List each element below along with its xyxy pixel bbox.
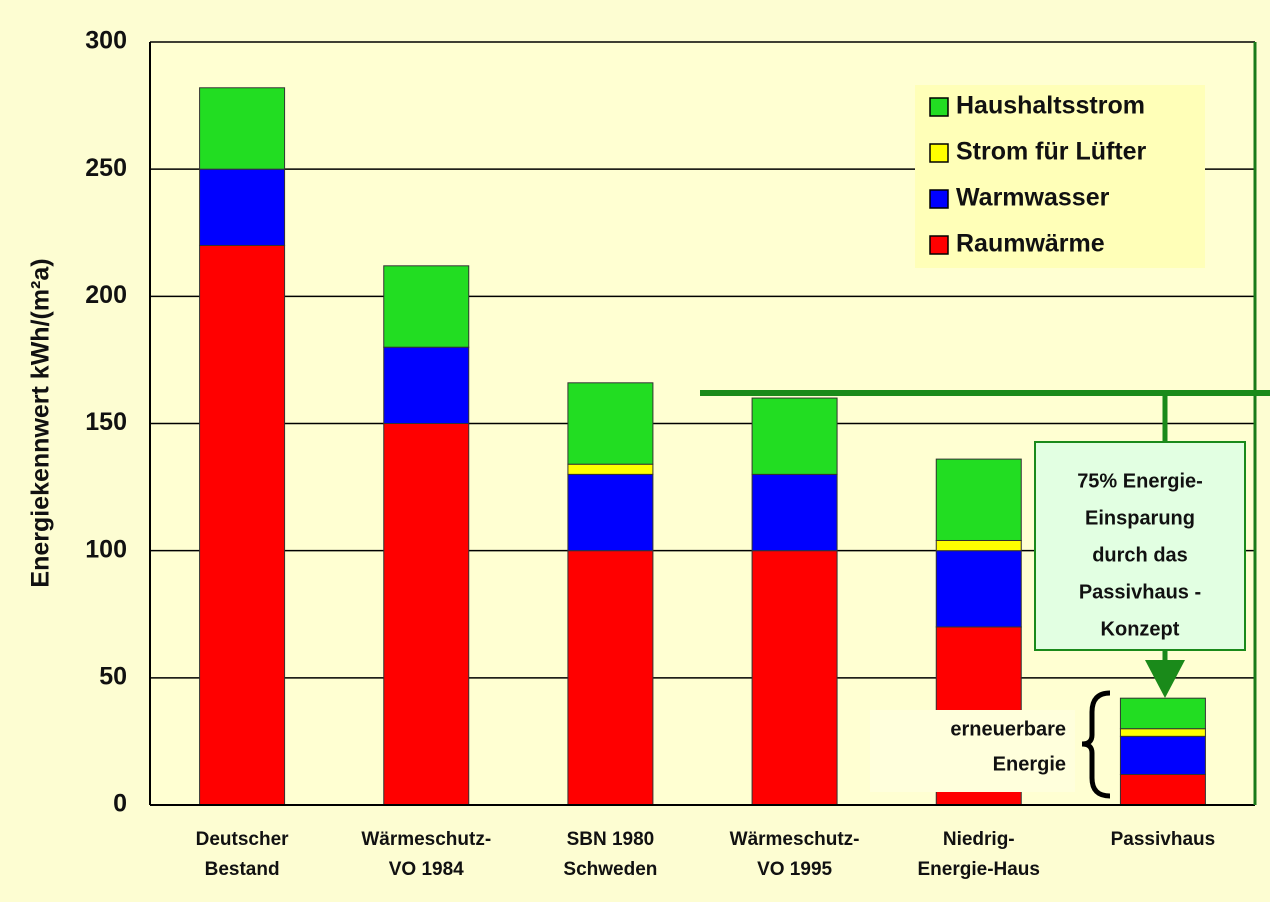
annotation: erneuerbare	[950, 718, 1066, 740]
bar-segment	[199, 168, 286, 246]
arrow-head	[1145, 660, 1185, 698]
x-tick-label: Bestand	[205, 859, 280, 880]
bar-segment	[935, 550, 1022, 628]
x-tick-label: Passivhaus	[1111, 829, 1216, 850]
x-tick-label: Deutscher	[196, 829, 290, 850]
bar-segment	[567, 382, 654, 465]
bar-segment	[751, 473, 838, 552]
bar-segment	[567, 473, 654, 552]
legend-label: Raumwärme	[956, 230, 1105, 258]
bar-segment	[1119, 728, 1206, 737]
x-tick-label: Niedrig-	[943, 829, 1015, 850]
x-tick-label: Schweden	[563, 859, 657, 880]
legend	[915, 85, 1205, 268]
x-tick-label: Energie-Haus	[918, 859, 1040, 880]
bar-segment	[1119, 697, 1206, 730]
legend-swatch	[929, 189, 949, 209]
y-tick-label: 200	[85, 281, 127, 309]
x-tick-label: VO 1995	[757, 859, 832, 880]
y-tick-label: 300	[85, 27, 127, 55]
y-tick-label: 100	[85, 535, 127, 563]
annotation: Energie	[993, 753, 1066, 775]
bar-segment	[751, 550, 838, 806]
bar-segment	[567, 550, 654, 806]
bar-segment	[751, 397, 838, 475]
bar-segment	[935, 458, 1022, 541]
x-tick-label: Wärmeschutz-	[730, 829, 860, 850]
bar-segment	[935, 539, 1022, 552]
legend-swatch	[929, 235, 949, 255]
y-tick-label: 250	[85, 154, 127, 182]
bar-segment	[1119, 735, 1206, 775]
bar-segment	[1119, 773, 1206, 806]
bar-segment	[383, 346, 470, 425]
bar-segment	[199, 87, 286, 170]
annotation-box	[1034, 441, 1246, 651]
bar-segment	[567, 463, 654, 475]
bar-segment	[383, 423, 470, 806]
annotation: 75% Energie-	[1077, 470, 1203, 492]
legend-swatch	[929, 97, 949, 117]
y-tick-label: 150	[85, 408, 127, 436]
x-tick-label: VO 1984	[389, 859, 464, 880]
legend-label: Warmwasser	[956, 184, 1110, 212]
legend-label: Haushaltsstrom	[956, 92, 1145, 120]
annotation: Passivhaus -	[1079, 581, 1201, 603]
x-tick-label: Wärmeschutz-	[361, 829, 491, 850]
y-axis-label: Energiekennwert kWh/(m²a)	[27, 258, 55, 587]
bar-segment	[383, 265, 470, 348]
annotation: Einsparung	[1085, 507, 1195, 529]
annotation: durch das	[1092, 544, 1188, 566]
y-tick-label: 0	[113, 790, 127, 818]
bar-segment	[199, 244, 286, 806]
annotation: Konzept	[1101, 618, 1180, 640]
x-tick-label: SBN 1980	[567, 829, 655, 850]
bars	[199, 87, 1206, 806]
brace	[1081, 690, 1111, 799]
annotation-box	[870, 710, 1075, 792]
legend-swatch	[929, 143, 949, 163]
legend-label: Strom für Lüfter	[956, 138, 1147, 166]
y-tick-label: 50	[99, 662, 127, 690]
